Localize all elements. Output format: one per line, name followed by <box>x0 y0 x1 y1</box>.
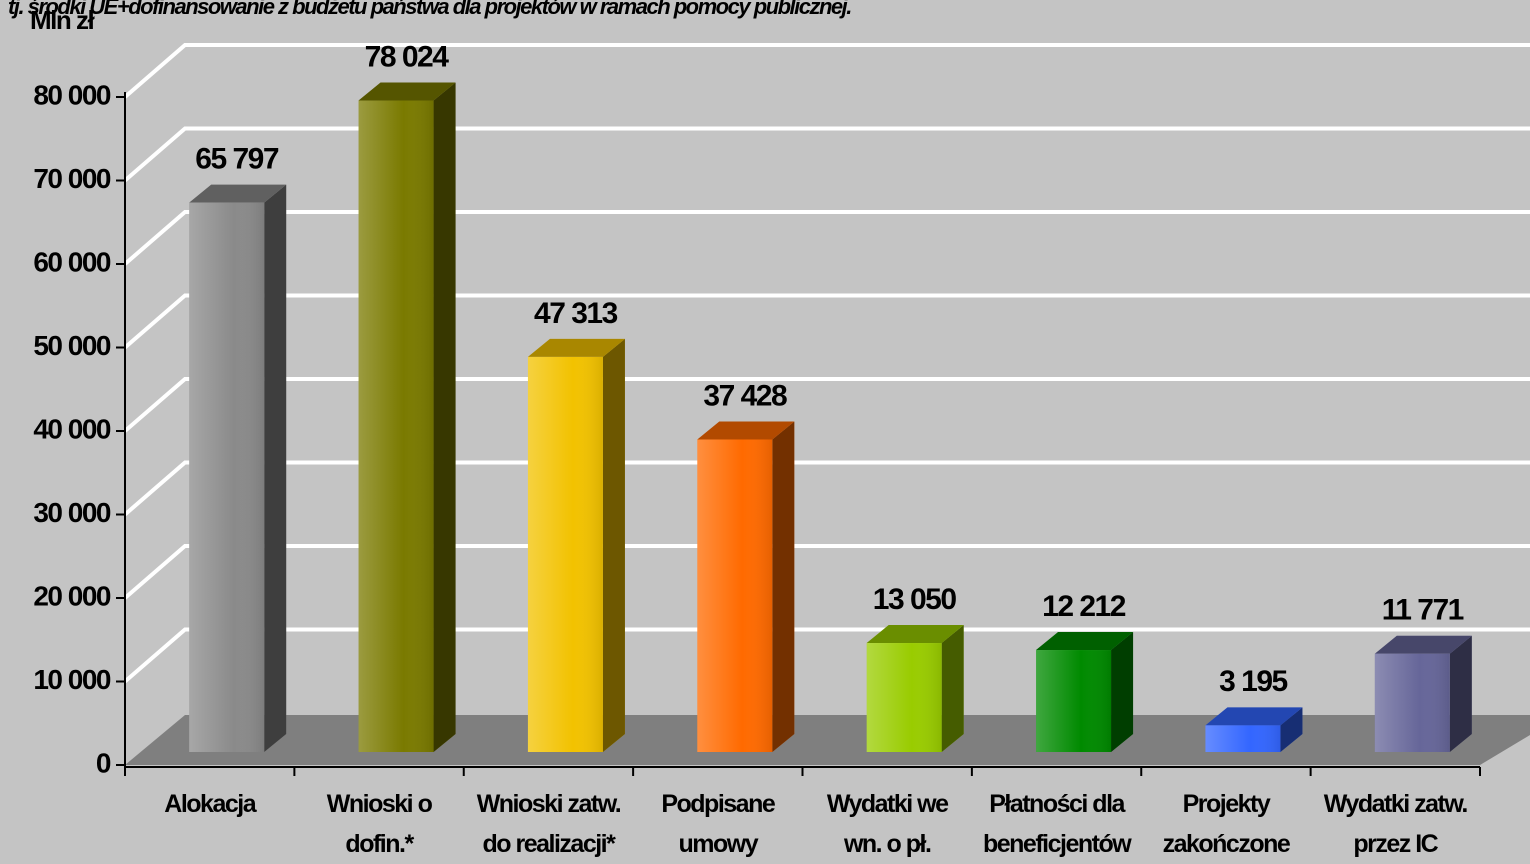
y-tick-label: 50 000 <box>33 330 111 361</box>
bar-front-shine <box>697 439 773 752</box>
x-tick-label: Wydatki zatw. przez IC <box>1323 790 1469 858</box>
bar-top-shade <box>189 184 287 203</box>
value-label: 3 195 <box>1219 665 1287 698</box>
bar-front-shine <box>189 202 265 753</box>
value-label: 65 797 <box>195 143 279 176</box>
bar-side-shade <box>941 625 964 752</box>
y-tick-label: 70 000 <box>33 163 111 194</box>
grid-line <box>123 43 1530 99</box>
value-label: 47 313 <box>534 297 618 330</box>
bar <box>1036 632 1134 752</box>
bar-top <box>527 338 625 357</box>
value-label: 12 212 <box>1042 590 1126 623</box>
x-tick-label: Wnioski zatw. do realizacji* <box>476 790 622 858</box>
grid-line <box>123 544 1530 600</box>
bar <box>527 338 625 752</box>
bar-top-shade <box>358 82 456 101</box>
bar-side-shade <box>1449 635 1472 752</box>
value-label: 37 428 <box>703 379 787 412</box>
bar-side-shade <box>1111 632 1134 752</box>
bar-top-shade <box>866 625 964 644</box>
grid-line <box>123 377 1530 433</box>
value-label: 78 024 <box>365 40 450 73</box>
bar-side-shade <box>1280 707 1303 752</box>
bar-top <box>189 184 287 203</box>
grid <box>123 43 1530 684</box>
bar-top <box>1374 635 1472 654</box>
y-tick-label: 20 000 <box>33 580 111 611</box>
x-tick-label: Alokacja <box>164 790 256 818</box>
y-tick-label: 10 000 <box>33 664 111 695</box>
x-tick-label: Płatności dla beneficjentów <box>982 790 1132 858</box>
bar-top <box>1036 632 1134 651</box>
bar-side-shade <box>602 338 625 752</box>
bar-top <box>358 82 456 101</box>
y-tick-label: 0 <box>96 747 111 778</box>
bar <box>358 82 456 752</box>
grid-line <box>123 210 1530 266</box>
bar-top-shade <box>1205 707 1303 726</box>
grid-line <box>123 460 1530 517</box>
x-tick-label: Wydatki we wn. o pł. <box>826 790 949 858</box>
bar <box>1374 635 1472 752</box>
bar-side-shade <box>264 184 287 753</box>
bar-front-shine <box>358 100 434 752</box>
bar-top-shade <box>697 421 795 440</box>
bar <box>866 625 964 752</box>
bar-top-shade <box>527 338 625 357</box>
x-tick-label: Projekty zakończone <box>1162 790 1291 858</box>
bar <box>697 421 795 752</box>
bar-top-shade <box>1036 632 1134 651</box>
bar-top <box>1205 707 1303 726</box>
subtitle: tj. środki UE+dofinansowanie z budżetu p… <box>8 0 851 19</box>
grid-line <box>123 293 1530 350</box>
y-tick-label: 30 000 <box>33 497 111 528</box>
bar-side-shade <box>772 421 795 752</box>
grid-line <box>123 126 1530 183</box>
bar-top <box>866 625 964 644</box>
bar-front-shine <box>527 356 603 752</box>
grid-line <box>123 627 1530 684</box>
bar-front-shine <box>1205 725 1281 752</box>
value-label: 13 050 <box>873 583 957 616</box>
y-axis-label: Mln zł <box>30 5 95 35</box>
bar-front-shine <box>866 643 942 752</box>
y-tick-label: 40 000 <box>33 413 111 444</box>
y-tick-label: 80 000 <box>33 79 111 110</box>
value-label: 11 771 <box>1382 594 1464 627</box>
bar-front-shine <box>1374 653 1450 752</box>
bars <box>189 82 1472 753</box>
bar <box>1205 707 1303 752</box>
bar <box>189 184 287 753</box>
bar-top-shade <box>1374 635 1472 654</box>
bar-side-shade <box>433 82 456 752</box>
y-tick-label: 60 000 <box>33 246 111 277</box>
x-tick-label: Wnioski o dofin.* <box>326 790 433 858</box>
x-tick-label: Podpisane umowy <box>661 790 775 858</box>
bar-front-shine <box>1036 650 1112 752</box>
floor <box>125 715 1530 765</box>
bar-top <box>697 421 795 440</box>
